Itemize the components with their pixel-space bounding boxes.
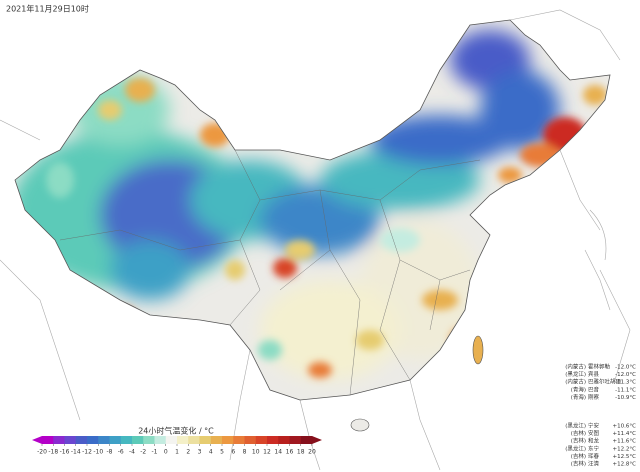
colorbar-swatch <box>87 436 99 444</box>
station-change: -11.3°C <box>615 380 636 386</box>
colorbar-tick-label: 20 <box>308 449 316 456</box>
colorbar-swatch <box>165 436 178 444</box>
station-name: 霍林郭勒 <box>588 363 611 371</box>
colorbar-swatch <box>289 436 302 444</box>
station-name: 宾县 <box>588 370 600 378</box>
station-region: (黑龙江) <box>565 422 586 430</box>
colorbar-tick-label: -8 <box>107 449 113 456</box>
colorbar-swatch <box>199 436 212 444</box>
station-change: +12.2°C <box>613 446 637 452</box>
station-change: -11.1°C <box>615 387 636 393</box>
colorbar-swatch <box>278 436 290 444</box>
colorbar-swatch <box>188 436 200 444</box>
colorbar-swatch <box>98 436 110 444</box>
colorbar-swatch <box>109 436 122 444</box>
station-region: (内蒙古) <box>565 363 586 371</box>
colorbar-swatch <box>222 436 234 444</box>
colorbar-tick-label: 1 <box>175 449 179 456</box>
colorbar-tick-label: -12 <box>82 449 92 456</box>
colorbar: -20 -18 -16 -14 -12 -10 -8 -6 -4 -2 -1 0 1 2 3 4 5 6 8 10 12… <box>32 436 322 456</box>
colorbar-swatch <box>244 436 257 444</box>
station-region: (黑龙江) <box>565 444 586 452</box>
station-change: -12.0°C <box>615 365 636 371</box>
station-region: (吉林) <box>571 429 586 437</box>
colorbar-tick-label: -20 <box>37 449 47 456</box>
colorbar-swatch <box>143 436 155 444</box>
station-change: -10.9°C <box>615 395 636 401</box>
colorbar-swatch <box>267 436 279 444</box>
station-change: +11.6°C <box>613 439 637 445</box>
station-name: 和龙 <box>588 437 600 445</box>
colorbar-swatch <box>233 436 245 444</box>
colorbar-tick-label: -18 <box>48 449 58 456</box>
colorbar-swatch <box>300 436 313 444</box>
colorbar-arrow-high <box>312 436 322 444</box>
station-list: (内蒙古) 霍林郭勒 -12.0°C(黑龙江) 宾县 -12.0°C(内蒙古) 巴雅尔吐胡… <box>565 363 636 468</box>
colorbar-swatch <box>210 436 223 444</box>
colorbar-tick-label: 3 <box>198 449 202 456</box>
colorbar-tick-label: -10 <box>93 449 103 456</box>
colorbar-tick-label: 8 <box>243 449 247 456</box>
colorbar-tick-label: -6 <box>118 449 124 456</box>
station-change: +12.5°C <box>613 454 637 460</box>
station-change: +12.8°C <box>613 462 637 468</box>
station-name: 汪清 <box>588 460 600 468</box>
colorbar-tick-label: 5 <box>220 449 224 456</box>
map-title: 2021年11月29日10时 <box>6 4 89 14</box>
station-name: 东宁 <box>588 444 600 452</box>
station-region: (黑龙江) <box>565 370 586 378</box>
station-name: 宁安 <box>588 422 600 430</box>
colorbar-tick-label: 14 <box>274 449 282 456</box>
colorbar-swatch <box>42 436 54 444</box>
colorbar-swatch <box>120 436 133 444</box>
colorbar-tick-label: 0 <box>164 449 168 456</box>
station-name: 巴音 <box>588 385 600 393</box>
station-region: (吉林) <box>571 437 586 445</box>
colorbar-tick-label: -2 <box>140 449 146 456</box>
colorbar-arrow-low <box>32 436 42 444</box>
province-borders <box>59 149 481 396</box>
station-region: (青海) <box>571 393 586 401</box>
station-change: -12.0°C <box>615 372 636 378</box>
station-name: 刚察 <box>588 393 600 401</box>
colorbar-tick-label: -14 <box>71 449 81 456</box>
colorbar-tick-label: 18 <box>297 449 305 456</box>
colorbar-tick-label: 16 <box>286 449 294 456</box>
colorbar-tick-label: -1 <box>152 449 158 456</box>
station-name: 安图 <box>588 429 600 437</box>
colorbar-tick-label: 4 <box>209 449 213 456</box>
station-change: +10.6°C <box>613 424 637 430</box>
station-region: (吉林) <box>571 452 586 460</box>
station-region: (吉林) <box>571 460 586 468</box>
colorbar-tick-label: 6 <box>231 449 235 456</box>
station-change: +11.4°C <box>613 431 637 437</box>
colorbar-swatch <box>177 436 189 444</box>
colorbar-swatch <box>53 436 65 444</box>
station-name: 珲春 <box>588 452 600 460</box>
colorbar-tick-label: -4 <box>129 449 135 456</box>
station-name: 巴雅尔吐胡硕 <box>588 378 622 386</box>
colorbar-swatch <box>75 436 88 444</box>
taiwan <box>472 335 484 365</box>
colorbar-swatch <box>255 436 268 444</box>
colorbar-swatch <box>64 436 77 444</box>
station-region: (内蒙古) <box>565 378 586 386</box>
station-region: (青海) <box>571 385 586 393</box>
colorbar-tick-label: 12 <box>263 449 271 456</box>
colorbar-tick-label: -16 <box>60 449 70 456</box>
colorbar-swatch <box>132 436 144 444</box>
colorbar-swatch <box>154 436 167 444</box>
colorbar-tick-label: 10 <box>252 449 260 456</box>
colorbar-tick-label: 2 <box>186 449 190 456</box>
colorbar-label: 24小时气温变化 / °C <box>138 426 214 436</box>
hainan <box>350 418 370 432</box>
